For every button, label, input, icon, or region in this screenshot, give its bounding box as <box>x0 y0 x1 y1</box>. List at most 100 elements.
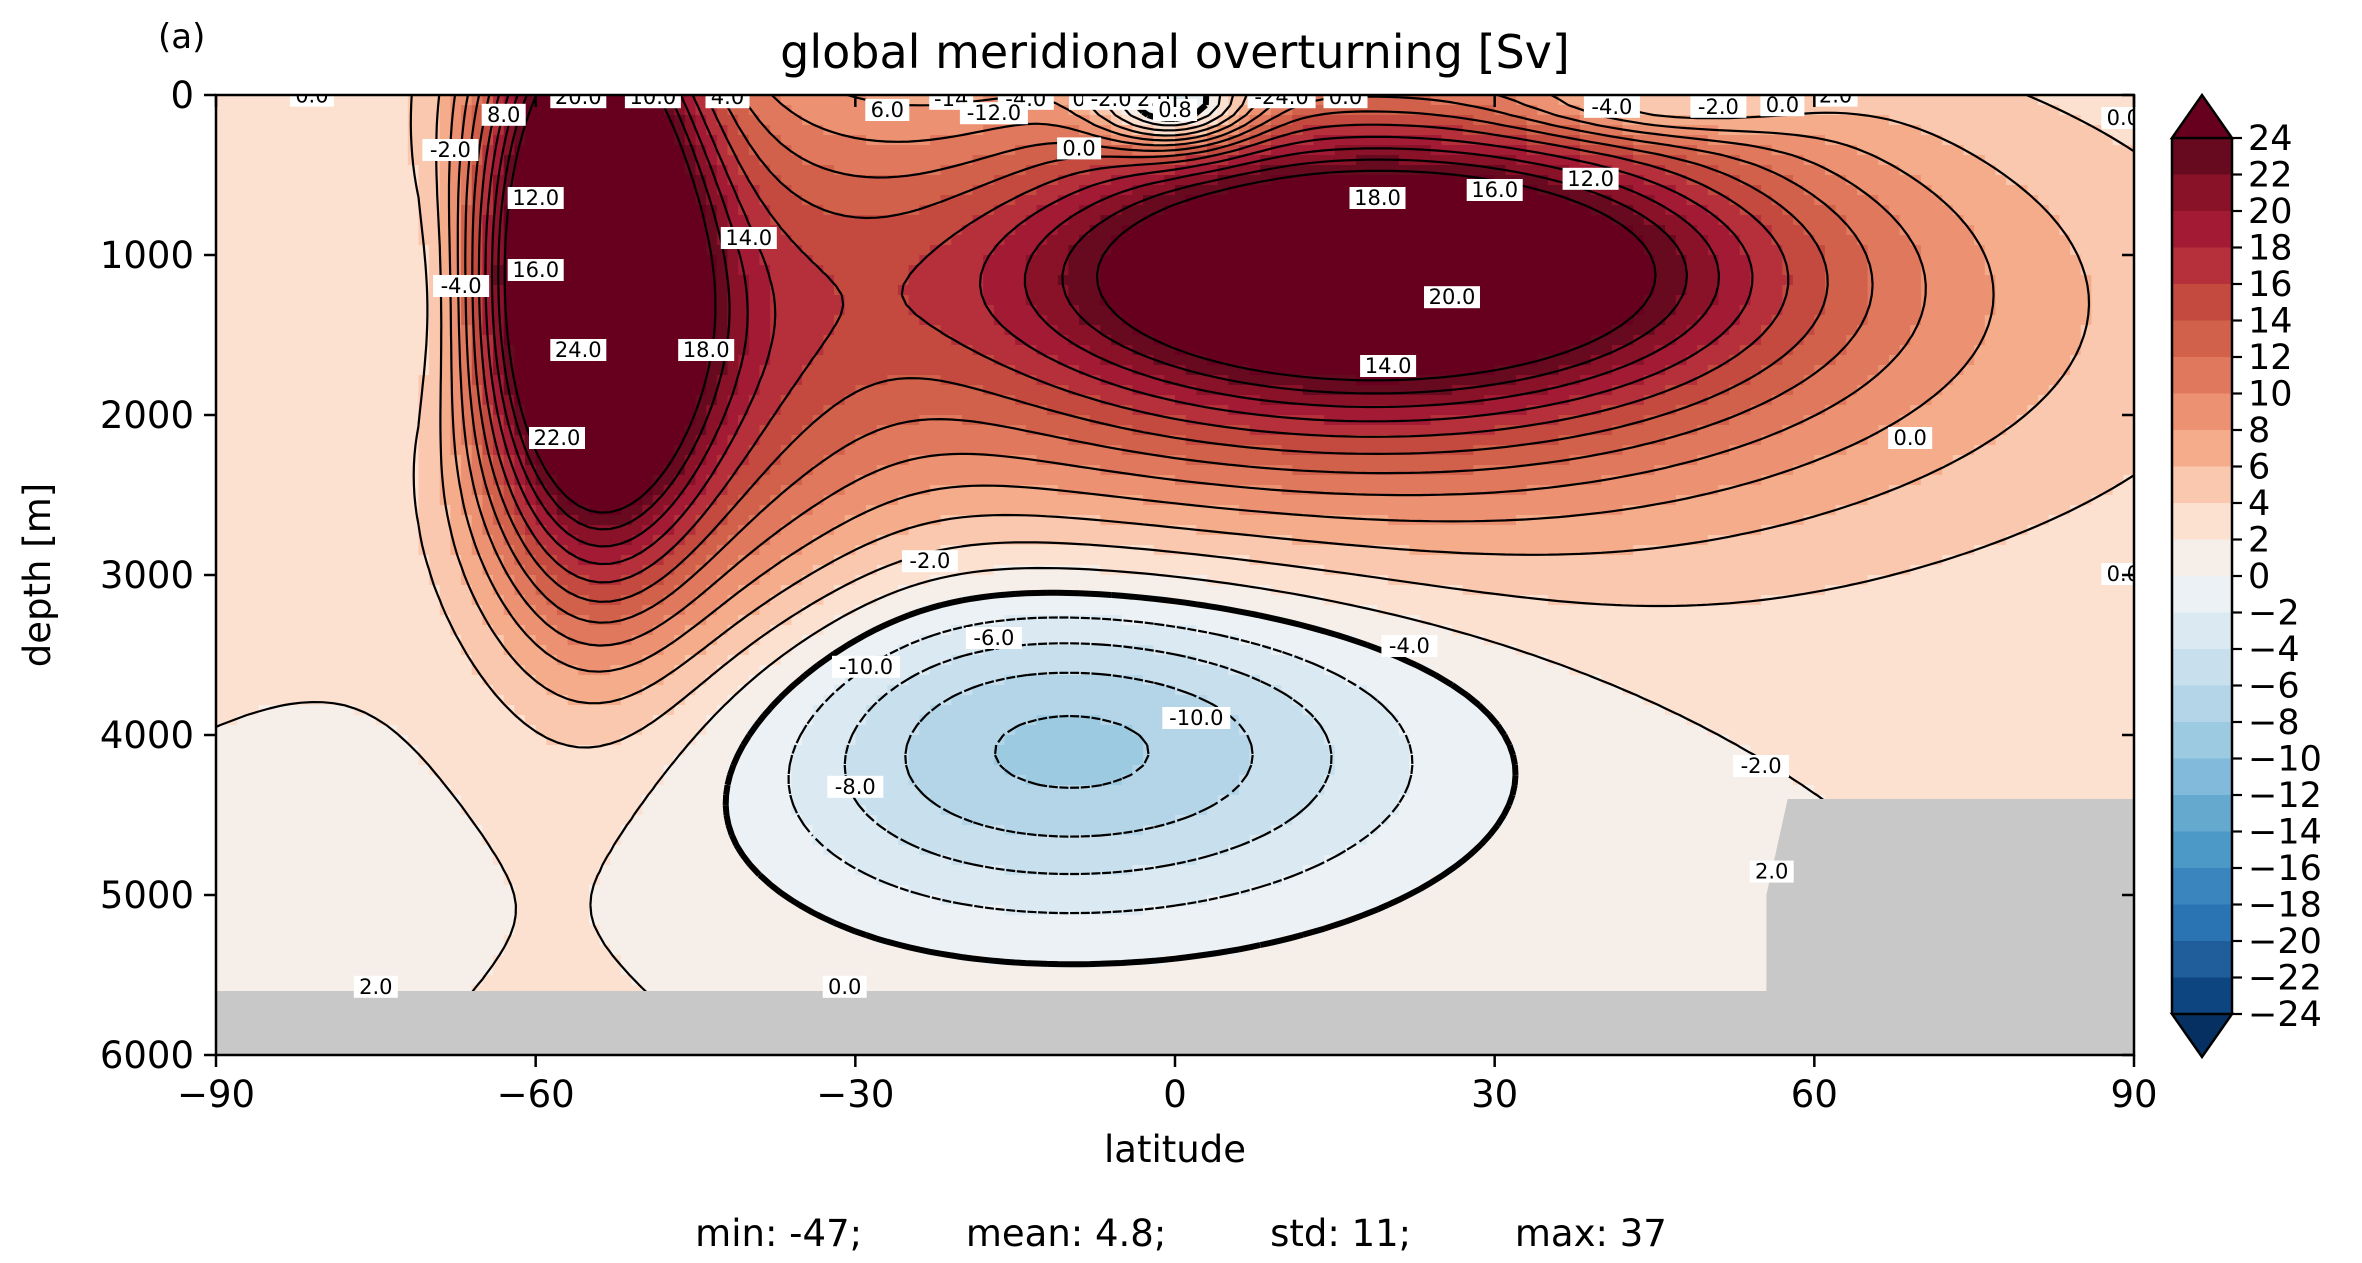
field-cell <box>1132 115 1144 126</box>
field-cell <box>1398 95 1411 106</box>
field-cell <box>1697 345 1709 356</box>
field-cell <box>887 225 899 236</box>
field-cell <box>1782 205 1794 216</box>
field-cell <box>1718 185 1730 196</box>
field-cell <box>375 305 388 316</box>
field-cell <box>1143 175 1155 186</box>
field-cell <box>1292 195 1304 206</box>
field-cell <box>652 365 665 376</box>
field-cell <box>791 105 803 116</box>
field-cell <box>439 345 452 356</box>
field-cell <box>471 345 483 356</box>
field-cell <box>375 355 388 366</box>
field-cell <box>1771 185 1783 196</box>
field-cell <box>1175 365 1187 376</box>
field-cell <box>706 265 718 276</box>
field-cell <box>279 115 292 126</box>
field-cell <box>1569 365 1581 376</box>
field-cell <box>951 315 963 326</box>
field-cell <box>1132 185 1144 196</box>
field-cell <box>1100 325 1112 336</box>
field-cell <box>1100 295 1112 306</box>
field-cell <box>1707 115 1720 126</box>
field-cell <box>1942 215 1954 226</box>
field-cell <box>2080 285 2092 296</box>
field-cell <box>951 265 963 276</box>
field-cell <box>1356 335 1368 346</box>
field-cell <box>1217 325 1229 336</box>
field-cell <box>1430 325 1442 336</box>
field-cell <box>1494 105 1506 116</box>
field-cell <box>1942 355 1954 366</box>
field-cell <box>2112 295 2124 306</box>
field-cell <box>1995 225 2007 236</box>
field-cell <box>1984 95 1997 106</box>
field-cell <box>2059 345 2071 356</box>
field-cell <box>610 155 622 166</box>
field-cell <box>2112 335 2124 346</box>
field-cell <box>407 195 420 206</box>
field-cell <box>1920 95 1933 106</box>
field-cell <box>546 285 558 296</box>
field-cell <box>759 105 771 116</box>
field-cell <box>482 185 494 196</box>
field-cell <box>663 145 675 156</box>
field-cell <box>1260 115 1272 126</box>
field-cell <box>1121 255 1133 266</box>
field-cell <box>1281 155 1293 166</box>
field-cell <box>1665 95 1677 106</box>
field-cell <box>738 175 750 186</box>
field-cell <box>706 245 718 256</box>
field-cell <box>2027 275 2039 286</box>
field-cell <box>1143 185 1155 196</box>
field-cell <box>1931 355 1943 366</box>
field-cell <box>1238 165 1251 176</box>
field-cell <box>1942 305 1954 316</box>
field-cell <box>1910 205 1922 216</box>
field-cell <box>1356 105 1368 116</box>
field-cell <box>1100 335 1112 346</box>
field-cell <box>1217 105 1229 116</box>
field-cell <box>1654 125 1666 136</box>
field-cell <box>2016 215 2029 226</box>
field-cell <box>1910 275 1922 286</box>
field-cell <box>269 295 281 306</box>
field-cell <box>1952 275 1965 286</box>
field-cell <box>1153 265 1165 276</box>
field-cell <box>1899 355 1911 366</box>
field-cell <box>1270 125 1283 136</box>
field-cell <box>919 335 931 346</box>
field-cell <box>525 365 537 376</box>
field-cell <box>1238 185 1251 196</box>
field-cell <box>834 215 846 226</box>
field-cell <box>759 305 771 316</box>
field-cell <box>1952 175 1965 186</box>
field-cell <box>1324 245 1336 256</box>
field-cell <box>855 135 867 146</box>
field-cell <box>663 205 675 216</box>
field-cell <box>1068 155 1080 166</box>
field-cell <box>546 135 558 146</box>
field-cell <box>823 145 835 156</box>
field-cell <box>301 225 313 236</box>
field-cell <box>1835 185 1847 196</box>
field-cell <box>1484 255 1496 266</box>
field-cell <box>940 205 952 216</box>
field-cell <box>1185 325 1197 336</box>
field-cell <box>1761 235 1773 246</box>
field-cell <box>929 105 942 116</box>
field-cell <box>1196 265 1208 276</box>
field-cell <box>1675 175 1688 186</box>
field-cell <box>620 225 633 236</box>
field-cell <box>578 215 590 226</box>
field-cell <box>1292 125 1304 136</box>
field-cell <box>365 125 377 136</box>
field-cell <box>876 315 888 326</box>
field-cell <box>2048 265 2061 276</box>
field-cell <box>1878 325 1890 336</box>
field-cell <box>961 335 974 346</box>
field-cell <box>1697 125 1709 136</box>
field-cell <box>1100 235 1112 246</box>
field-cell <box>727 285 739 296</box>
field-cell <box>1537 245 1549 256</box>
